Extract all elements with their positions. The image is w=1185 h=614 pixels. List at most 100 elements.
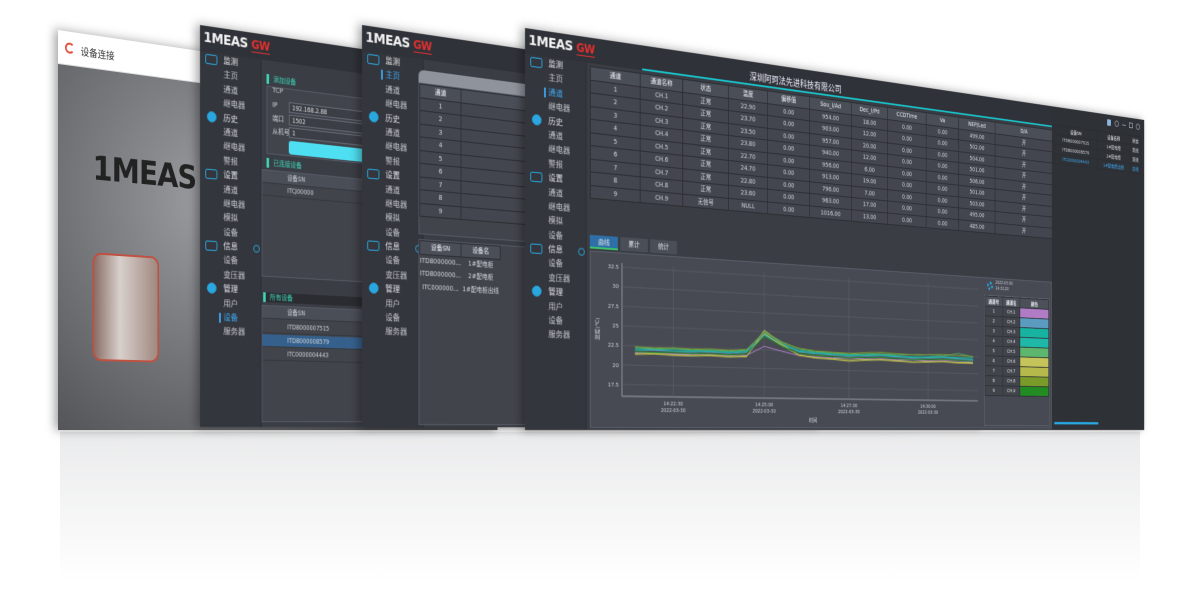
settings-monitor-icon: [367, 168, 380, 180]
sidebar: 监测 主页 通道 继电器 历史 通道 继电器 警报 设置 通道 继电器 模拟 设备 信息 设备 变压器 管理 用户…: [525, 54, 587, 430]
y-tick-label: 22.5: [608, 343, 619, 350]
users-icon: [531, 285, 542, 298]
legend-id: 8: [984, 375, 1003, 386]
x-tick-label: 14:22:30: [664, 401, 683, 407]
y-gridline: [622, 385, 978, 391]
legend-panel: 通道号 通道名 颜色 1 CH.1 2 CH.2 3 CH.3 4 CH.4 5 CH.5 6 CH.6 7…: [984, 294, 1050, 426]
timestamp-time: 14:32:20: [995, 286, 1009, 293]
tab-curve[interactable]: 曲线: [589, 234, 618, 251]
sidebar-item[interactable]: 服务器: [548, 330, 571, 341]
table-cell: CH.9: [640, 189, 683, 207]
minimize-icon[interactable]: [1122, 124, 1126, 126]
monitor-icon: [367, 53, 380, 66]
history-clock-icon: [206, 110, 217, 123]
history-clock-icon: [368, 110, 379, 123]
chart-panel: 32.5 30 27.5 25 22.5 20 17.5 14:22:30 2022-03-30…: [589, 250, 1052, 429]
login-logo: 1MEAS: [92, 148, 197, 198]
ip-label: IP: [272, 100, 278, 110]
settings-gear-icon[interactable]: [987, 281, 994, 291]
x-tick-label: 14:25:00: [755, 402, 773, 408]
x-tick-label: 14:30:00: [920, 404, 936, 410]
slave-label: 从机号: [272, 127, 290, 137]
legend-id: 6: [984, 355, 1003, 367]
collapse-toggle-icon[interactable]: [253, 244, 260, 254]
info-list-icon: [367, 240, 380, 252]
table-cell: 485.00: [958, 219, 996, 234]
y-tick-label: 32.5: [608, 264, 619, 271]
y-tick-label: 27.5: [608, 303, 619, 310]
legend-color-swatch: [1019, 376, 1049, 387]
brand-logo: 1MEAS GW: [365, 29, 432, 55]
settings-monitor-icon: [205, 168, 218, 180]
legend-color-swatch: [1019, 386, 1049, 397]
window-app-icon: [1107, 119, 1111, 127]
monitor-icon: [530, 56, 543, 69]
brand-logo: 1MEAS GW: [528, 32, 595, 58]
login-title: 设备连接: [80, 47, 115, 63]
legend-name: CH.9: [1002, 385, 1020, 397]
x-axis-label: 时间: [809, 416, 818, 424]
legend-name: CH.7: [1002, 366, 1020, 377]
y-tick-label: 25: [612, 323, 619, 329]
table-cell: 在线: [1130, 163, 1141, 174]
y-tick-label: 17.5: [608, 382, 619, 388]
legend-name: CH.5: [1002, 346, 1020, 357]
horizontal-scrollbar[interactable]: [1054, 421, 1099, 425]
table-cell: 0.00: [767, 201, 810, 218]
collapse-toggle-icon[interactable]: [578, 247, 585, 257]
legend-row: 9 CH.9: [984, 385, 1049, 397]
settings-monitor-icon: [530, 171, 543, 183]
y-tick-label: 30: [612, 284, 619, 291]
monitor-icon: [205, 53, 218, 66]
device-table: 设备SN 设备名 ITD8000000... 1#配电柜 ITD8000000... 2…: [419, 240, 501, 297]
y-gridline: [622, 326, 978, 340]
series-line-CH.7: [635, 325, 973, 365]
y-tick-label: 20: [612, 363, 619, 369]
y-gridline: [622, 365, 978, 374]
legend-id: 4: [984, 335, 1003, 347]
sidebar: 监测 主页 通道 继电器 历史 通道 继电器 警报 设置 通道 继电器 模拟 设备 信息 设备 变压器 管理 用户…: [200, 51, 262, 427]
x-tick-date: 2022-03-30: [838, 409, 860, 415]
device-side-panel: 设备SN 设备名称 状态 ITD8000007515 1#配电柜 离线 ITD800000…: [1051, 106, 1145, 430]
x-tick-date: 2022-03-30: [753, 409, 776, 415]
app-logo-icon: [64, 42, 75, 55]
reflection: [60, 432, 1140, 582]
channel-cell: 9: [419, 202, 461, 220]
sidebar-item[interactable]: 服务器: [385, 327, 408, 338]
tcp-label: TCP: [272, 86, 284, 96]
temperature-chart: 32.53027.52522.52017.514:22:302022-03-30…: [594, 251, 981, 424]
restore-icon[interactable]: [1128, 122, 1133, 129]
x-tick-date: 2022-03-30: [661, 408, 686, 414]
table-cell: 13.00: [851, 209, 888, 225]
table-cell: 0.00: [887, 212, 927, 228]
legend-id: 9: [984, 385, 1003, 396]
x-tick-date: 2022-03-30: [918, 410, 938, 416]
x-axis: [622, 396, 978, 401]
info-list-icon: [530, 243, 543, 255]
info-list-icon: [205, 240, 218, 252]
users-icon: [206, 282, 217, 295]
y-gridline: [622, 287, 978, 307]
tab-statistics[interactable]: 统计: [650, 239, 677, 255]
device-cell: ITC000000...: [422, 283, 459, 293]
y-axis-label: 温度(℃): [594, 317, 601, 340]
legend-id: 7: [984, 365, 1003, 377]
users-icon: [368, 282, 379, 295]
y-gridline: [622, 267, 978, 289]
channel-monitor-window: 1MEAS GW 深圳阿珂法先进科技有限公司 监测 主页 通道 继电器 历史 通道 继电器 警报…: [525, 28, 1145, 430]
power-icon[interactable]: [1135, 123, 1141, 131]
sidebar-item[interactable]: 服务器: [223, 327, 246, 338]
table-cell: 1016.00: [809, 205, 852, 222]
history-clock-icon: [531, 113, 542, 126]
device-image: [92, 252, 160, 363]
device-cell: 1#配电柜出线: [462, 285, 499, 295]
device-status-table: 设备SN 设备名称 状态 ITD8000007515 1#配电柜 离线 ITD800000…: [1054, 124, 1141, 174]
legend-table: 通道号 通道名 颜色 1 CH.1 2 CH.2 3 CH.3 4 CH.4 5 CH.5 6 CH.6 7…: [984, 295, 1049, 397]
legend-name: CH.6: [1002, 356, 1020, 367]
legend-name: CH.8: [1002, 376, 1020, 387]
port-label: 端口: [272, 114, 284, 124]
x-tick-label: 14:27:30: [841, 403, 858, 409]
settings-icon[interactable]: [1114, 120, 1119, 128]
tab-cumulative[interactable]: 累计: [620, 237, 648, 253]
sidebar: 监测 主页 通道 继电器 历史 通道 继电器 警报 设置 通道 继电器 模拟 设备 信息 设备 变压器 管理 用户…: [362, 51, 424, 427]
